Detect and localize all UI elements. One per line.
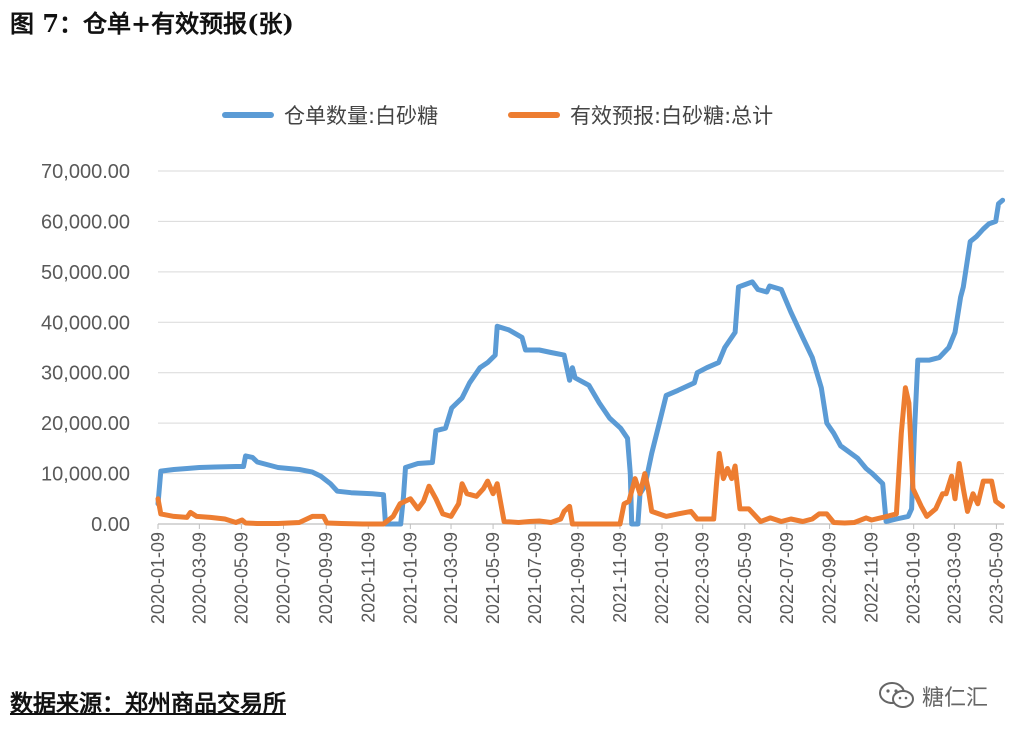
series-line-warehouse-receipts <box>155 197 1006 527</box>
legend-swatch-orange <box>508 112 560 118</box>
x-tick-label: 2021-03-09 <box>441 532 461 624</box>
legend-label-valid-forecast: 有效预报:白砂糖:总计 <box>570 104 774 128</box>
x-tick-label: 2020-07-09 <box>273 532 293 624</box>
y-tick-label: 40,000.00 <box>41 312 130 334</box>
x-tick-label: 2021-09-09 <box>568 532 588 624</box>
y-tick-label: 70,000.00 <box>41 161 130 183</box>
watermark-text: 糖仁汇 <box>922 686 989 711</box>
chart-legend: 仓单数量:白砂糖 有效预报:白砂糖:总计 <box>0 100 1031 134</box>
x-tick-label: 2020-09-09 <box>316 532 336 624</box>
x-tick-label: 2020-05-09 <box>231 532 251 624</box>
x-tick-label: 2021-01-09 <box>400 532 420 624</box>
x-tick-label: 2022-05-09 <box>735 532 755 624</box>
legend-label-warehouse-receipts: 仓单数量:白砂糖 <box>284 104 439 128</box>
legend-item-valid-forecast: 有效预报:白砂糖:总计 <box>508 100 773 130</box>
x-tick-label: 2022-11-09 <box>862 532 882 623</box>
y-tick-label: 30,000.00 <box>41 363 130 385</box>
x-tick-label: 2022-09-09 <box>820 532 840 624</box>
x-tick-label: 2021-05-09 <box>483 532 503 624</box>
x-tick-label: 2022-03-09 <box>693 532 713 624</box>
legend-swatch-blue <box>222 112 274 118</box>
x-tick-label: 2020-01-09 <box>148 532 168 624</box>
watermark: 糖仁汇 <box>878 680 988 712</box>
figure-title: 图 7：仓单+有效预报(张) <box>10 9 294 38</box>
x-tick-label: 2020-03-09 <box>189 532 209 624</box>
x-tick-label: 2022-01-09 <box>652 532 672 624</box>
y-tick-label: 50,000.00 <box>41 262 130 284</box>
x-tick-label: 2023-05-09 <box>986 532 1006 624</box>
y-tick-label: 0.00 <box>91 514 130 536</box>
x-tick-label: 2023-03-09 <box>944 532 964 624</box>
wechat-icon <box>879 682 914 708</box>
x-tick-label: 2021-07-09 <box>525 532 545 624</box>
y-tick-label: 20,000.00 <box>41 413 130 435</box>
series-line-valid-forecast <box>155 385 1006 527</box>
legend-item-warehouse-receipts: 仓单数量:白砂糖 <box>222 100 438 130</box>
data-source: 数据来源：郑州商品交易所 <box>10 690 286 717</box>
x-tick-label: 2023-01-09 <box>904 532 924 624</box>
x-tick-label: 2020-11-09 <box>358 532 378 623</box>
x-tick-label: 2021-11-09 <box>610 532 630 623</box>
y-tick-label: 60,000.00 <box>41 211 130 233</box>
x-tick-label: 2022-07-09 <box>777 532 797 624</box>
y-tick-label: 10,000.00 <box>41 464 130 486</box>
